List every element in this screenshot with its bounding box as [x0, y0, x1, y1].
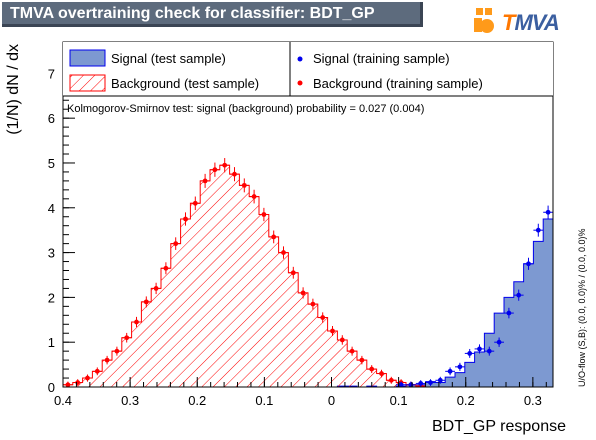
signal-train-point: [556, 183, 561, 188]
background-train-point: [163, 265, 169, 271]
background-train-point: [114, 348, 120, 354]
background-train-point: [379, 371, 384, 376]
background-train-point: [369, 366, 375, 372]
signal-test-histogram: [63, 191, 553, 387]
background-train-point: [339, 337, 345, 343]
background-train-point: [222, 162, 228, 168]
signal-train-point: [437, 377, 443, 383]
x-tick-label: 0: [328, 393, 335, 408]
background-train-point: [104, 357, 110, 363]
background-train-point: [281, 250, 286, 255]
y-tick-label: 1: [48, 335, 55, 350]
y-tick-label: 0: [48, 380, 55, 395]
y-tick-label: 3: [48, 246, 55, 261]
background-train-point: [124, 335, 130, 341]
signal-train-point: [565, 185, 570, 190]
x-tick-label: 0.3: [524, 393, 542, 408]
y-tick-label: 7: [48, 66, 55, 81]
background-train-point: [85, 375, 90, 381]
signal-train-point: [545, 209, 551, 215]
signal-train-point: [575, 154, 580, 159]
signal-train-point: [585, 145, 590, 150]
signal-train-point: [516, 292, 522, 298]
signal-train-point: [496, 339, 502, 345]
legend-background-train-marker: [297, 80, 303, 86]
signal-train-point: [477, 346, 482, 352]
y-tick-label: 4: [48, 201, 55, 216]
y-tick-label: 6: [48, 111, 55, 126]
legend-signal-train-label: Signal (training sample): [313, 51, 450, 66]
signal-train-point: [457, 364, 463, 370]
background-train-point: [330, 328, 335, 334]
y-tick-label: 2: [48, 290, 55, 305]
background-train-point: [173, 241, 179, 247]
tmva-logo: TMVA: [470, 6, 586, 40]
signal-train-point: [428, 380, 433, 385]
background-train-point: [290, 270, 296, 276]
ks-test-text: Kolmogorov-Smirnov test: signal (backgro…: [67, 103, 424, 115]
background-train-point: [183, 216, 188, 222]
legend-background-test-swatch: [69, 74, 106, 92]
y-tick-label: 5: [48, 156, 55, 171]
background-train-point: [94, 368, 100, 374]
legend: Signal (test sample) Background (test sa…: [63, 42, 553, 97]
background-train-point: [300, 290, 306, 296]
background-train-point: [310, 301, 316, 307]
background-train-point: [251, 194, 257, 199]
signal-train-point: [535, 227, 541, 233]
background-train-point: [359, 357, 365, 363]
x-tick-label: 0.1: [255, 393, 273, 408]
background-train-point: [65, 382, 71, 387]
x-axis-title: BDT_GP response: [432, 418, 566, 435]
background-train-point: [212, 167, 218, 173]
y-axis-title: (1/N) dN / dx: [5, 44, 22, 135]
background-train-point: [192, 200, 198, 206]
logo-text: TMVA: [502, 10, 560, 35]
background-train-point: [202, 178, 208, 184]
training-points-layer: [63, 145, 590, 387]
background-train-point: [388, 377, 394, 383]
background-train-point: [320, 315, 326, 320]
background-train-point: [134, 319, 139, 325]
legend-signal-train-marker: [297, 56, 303, 62]
overflow-text: U/O-flow (S,B): (0.0, 0.0)% / (0.0, 0.0)…: [577, 228, 587, 387]
signal-train-point: [506, 310, 512, 316]
background-train-point: [271, 234, 277, 240]
background-train-point: [261, 212, 267, 217]
signal-train-point: [526, 261, 531, 267]
signal-train-point: [486, 348, 492, 354]
background-train-point: [349, 348, 355, 354]
background-train-point: [232, 171, 237, 177]
legend-signal-test-swatch: [69, 49, 106, 67]
x-tick-label: 0.3: [121, 393, 139, 408]
signal-train-point: [467, 350, 473, 356]
x-tick-label: 0.1: [390, 393, 408, 408]
background-train-point: [241, 182, 247, 188]
legend-background-test-label: Background (test sample): [111, 76, 259, 91]
title-bar: TMVA overtraining check for classifier: …: [2, 2, 423, 27]
x-tick-label: 0.2: [188, 393, 206, 408]
x-tick-label: 0.2: [457, 393, 475, 408]
signal-train-point: [408, 382, 414, 387]
legend-signal-test-label: Signal (test sample): [111, 51, 226, 66]
signal-train-point: [447, 368, 453, 374]
chart-title: TMVA overtraining check for classifier: …: [10, 5, 375, 22]
legend-background-train-label: Background (training sample): [313, 76, 483, 91]
signal-train-point: [398, 382, 404, 387]
background-train-point: [143, 299, 149, 305]
background-train-point: [153, 286, 159, 291]
logo-dots-icon: [474, 8, 494, 33]
x-tick-label: 0.4: [54, 393, 72, 408]
signal-train-point: [418, 381, 424, 386]
